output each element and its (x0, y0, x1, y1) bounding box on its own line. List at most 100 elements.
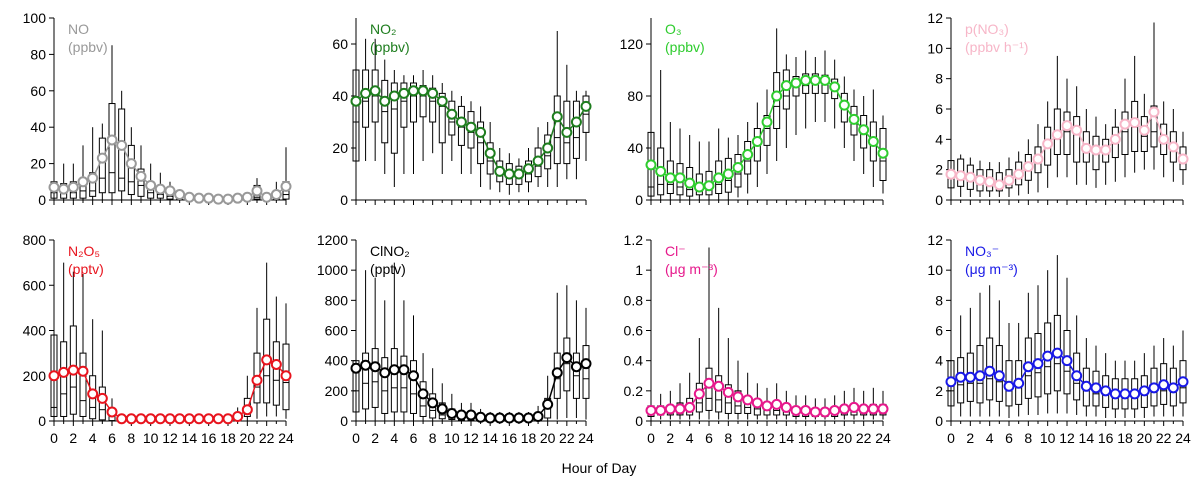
mean-marker (1013, 377, 1025, 389)
y-tick-label: 1.2 (624, 232, 644, 248)
mean-marker (1080, 380, 1092, 392)
mean-marker (222, 193, 234, 205)
x-tick-label: 20 (240, 430, 256, 446)
mean-marker (1148, 382, 1160, 394)
mean-marker (1129, 388, 1141, 400)
mean-marker (193, 192, 205, 204)
y-tick-label: 20 (30, 156, 46, 172)
x-tick-label: 24 (278, 430, 294, 446)
diurnal-box-plot-grid: 020406080100NO(ppbv)0204060NO₂(ppbv)0408… (23, 10, 1191, 446)
mean-marker (1013, 168, 1025, 180)
x-tick-label: 10 (143, 430, 159, 446)
mean-marker (551, 367, 563, 379)
mean-marker (713, 172, 725, 184)
mean-marker (542, 398, 554, 410)
mean-marker (96, 392, 108, 404)
mean-marker (125, 413, 137, 425)
box (410, 82, 417, 123)
mean-marker (693, 388, 705, 400)
mean-marker (1158, 379, 1170, 391)
x-tick-label: 16 (798, 430, 814, 446)
mean-marker (446, 407, 458, 419)
panel-species-label: NO (68, 21, 89, 37)
mean-marker (713, 380, 725, 392)
mean-marker (1061, 120, 1073, 132)
mean-marker (145, 179, 157, 191)
y-tick-label: 0.2 (624, 383, 644, 399)
box (734, 390, 742, 414)
mean-marker (780, 80, 792, 92)
mean-marker (1100, 144, 1112, 156)
mean-marker (446, 108, 458, 120)
x-tick-label: 10 (740, 430, 756, 446)
mean-marker (858, 403, 870, 415)
mean-marker (1109, 133, 1121, 145)
x-tick-label: 0 (352, 430, 360, 446)
mean-marker (145, 413, 157, 425)
mean-marker (280, 180, 292, 192)
mean-marker (388, 364, 400, 376)
box (362, 352, 370, 410)
mean-marker (1051, 129, 1063, 141)
mean-marker (1003, 174, 1015, 186)
mean-marker (465, 121, 477, 133)
y-tick-label: 200 (325, 383, 349, 399)
x-tick-label: 8 (1024, 430, 1032, 446)
mean-marker (174, 413, 186, 425)
y-tick-label: 0 (38, 413, 46, 429)
x-tick-label: 20 (837, 430, 853, 446)
mean-marker (503, 168, 515, 180)
mean-marker (858, 124, 870, 136)
box (381, 357, 389, 414)
box (724, 384, 732, 414)
mean-marker (848, 113, 860, 125)
x-tick-label: 10 (444, 430, 460, 446)
mean-marker (77, 176, 89, 188)
mean-marker (106, 134, 118, 146)
mean-marker (183, 413, 195, 425)
y-tick-label: 10 (927, 40, 943, 56)
x-tick-label: 0 (50, 430, 58, 446)
panel-unit-label: (ppbv h⁻¹) (965, 39, 1028, 55)
mean-marker (1071, 370, 1083, 382)
x-tick-label: 2 (371, 430, 379, 446)
box (705, 367, 713, 411)
box (572, 100, 580, 159)
box (108, 103, 116, 194)
mean-marker (87, 172, 99, 184)
y-tick-label: 2 (935, 383, 943, 399)
mean-marker (379, 95, 391, 107)
y-tick-label: 12 (927, 10, 943, 26)
mean-marker (684, 177, 696, 189)
mean-marker (1071, 124, 1083, 136)
mean-marker (771, 90, 783, 102)
box (137, 168, 145, 197)
mean-marker (838, 99, 850, 111)
x-tick-label: 0 (647, 430, 655, 446)
mean-marker (408, 370, 419, 382)
box (553, 95, 561, 165)
y-tick-label: 4 (935, 353, 943, 369)
mean-marker (350, 95, 362, 107)
panel-species-label: ClNO₂ (370, 243, 410, 259)
mean-marker (809, 74, 821, 86)
mean-marker (106, 406, 118, 418)
box (1063, 111, 1071, 155)
mean-marker (58, 366, 70, 378)
box (371, 348, 379, 408)
mean-marker (1032, 358, 1044, 370)
x-tick-label: 6 (410, 430, 418, 446)
y-tick-label: 1200 (317, 232, 348, 248)
mean-marker (67, 364, 79, 376)
y-tick-label: 1 (635, 262, 643, 278)
mean-marker (732, 162, 744, 173)
mean-marker (1061, 355, 1073, 367)
y-tick-label: 400 (325, 353, 349, 369)
box (419, 381, 427, 417)
mean-marker (955, 170, 967, 182)
y-tick-label: 8 (935, 292, 943, 308)
mean-marker (261, 354, 273, 366)
mean-marker (742, 149, 754, 160)
mean-marker (164, 185, 176, 197)
mean-marker (241, 404, 253, 416)
